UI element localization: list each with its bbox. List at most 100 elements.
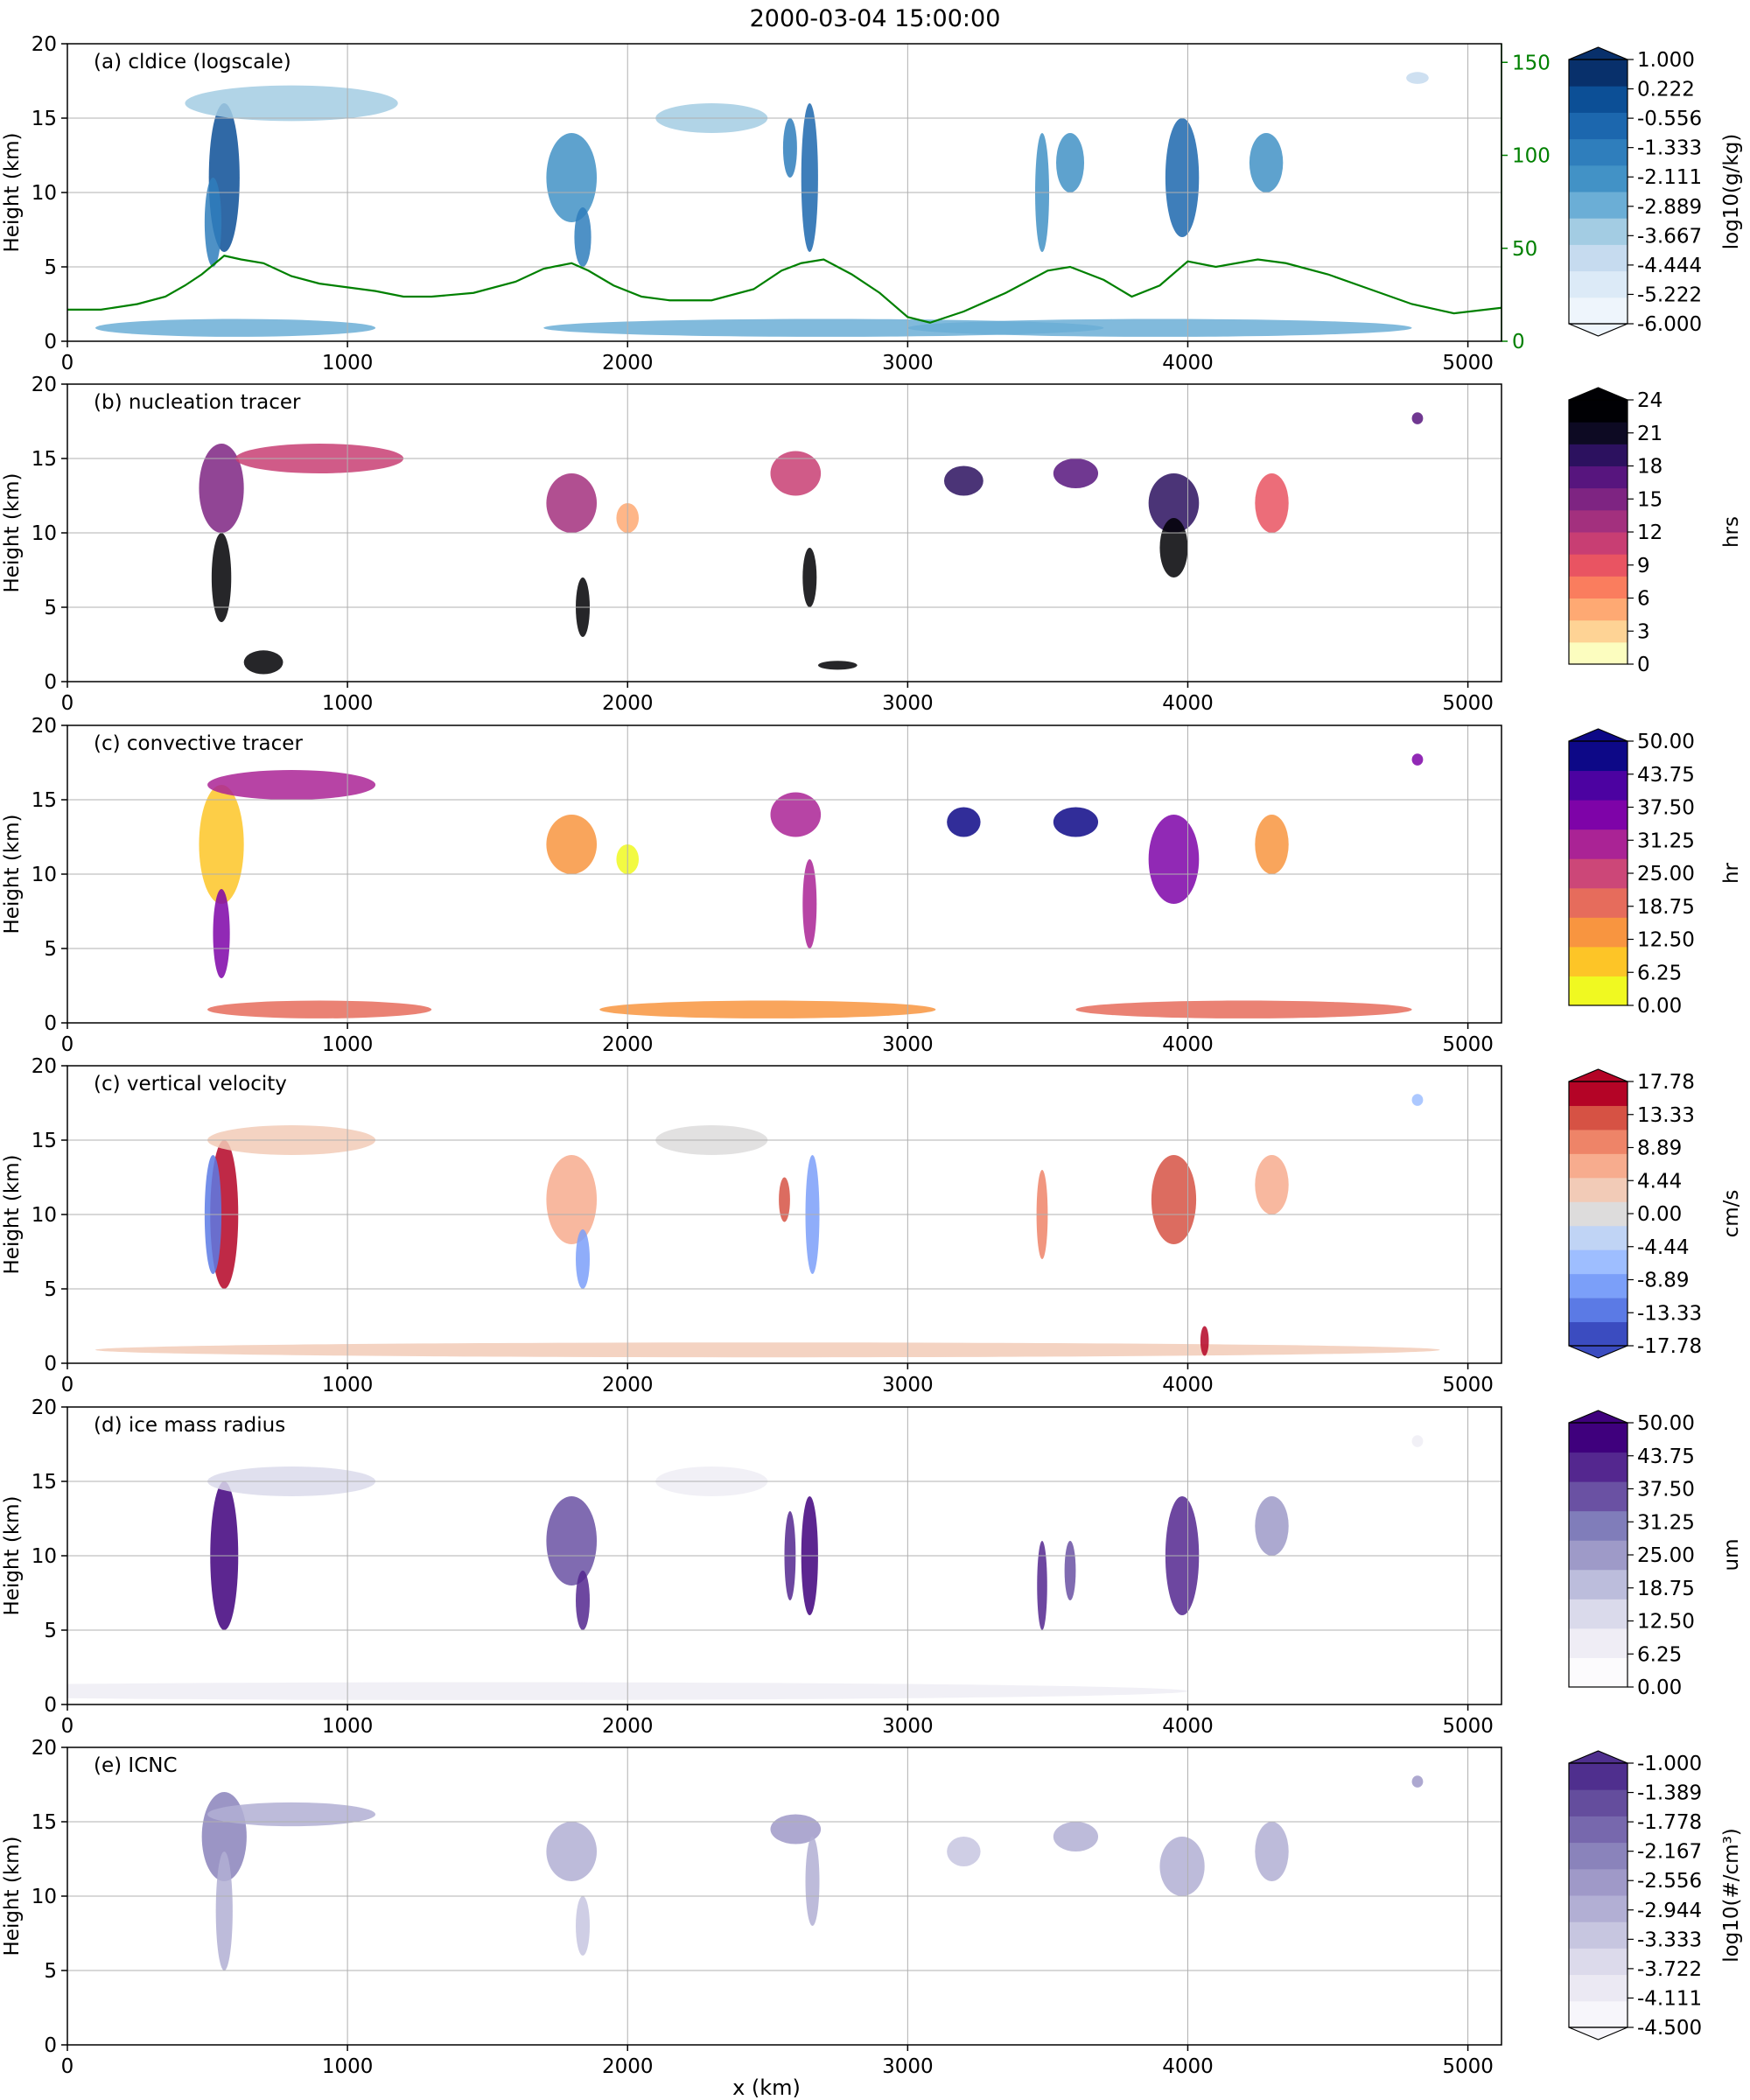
colorbar-tick-label: -8.89: [1637, 1270, 1690, 1292]
colorbar-segment: [1569, 620, 1628, 643]
colorbar-segment: [1569, 422, 1628, 444]
panel-title: (d) ice mass radius: [94, 1414, 285, 1437]
y-tick-label: 20: [32, 374, 57, 396]
colorbar: -1.000 -1.389 -1.778 -2.167 -2.556 -2.944 -3.3…: [1568, 1750, 1743, 2040]
colorbar-tick-label: 0.00: [1637, 995, 1682, 1018]
field-patch: [1159, 518, 1188, 578]
colorbar-segment: [1569, 1657, 1628, 1688]
colorbar-tick-label: 0.00: [1637, 1676, 1682, 1699]
colorbar-tick-label: 0.00: [1637, 1203, 1682, 1226]
x-tick-label: 3000: [882, 352, 934, 374]
field-patch: [1411, 1094, 1424, 1106]
x-tick-label: 3000: [882, 1033, 934, 1056]
field-patch: [1148, 815, 1200, 904]
colorbar-segment: [1569, 112, 1628, 140]
y-tick-label: 15: [32, 1811, 57, 1834]
colorbar-segment: [1569, 770, 1628, 801]
colorbar-segment: [1569, 1599, 1628, 1629]
colorbar-segment: [1569, 164, 1628, 192]
colorbar-segment: [1569, 1922, 1628, 1949]
field-patch: [1411, 753, 1424, 766]
y-tick-label: 20: [32, 1737, 57, 1760]
y-tick-label: 0: [44, 671, 57, 694]
x-tick-label: 3000: [882, 2055, 934, 2078]
colorbar-segment: [1569, 444, 1628, 466]
y-tick-label: 15: [32, 1130, 57, 1152]
colorbar-segment: [1569, 532, 1628, 555]
colorbar-tick-label: 37.50: [1637, 1479, 1695, 1502]
x-tick-label: 4000: [1162, 352, 1214, 374]
y-tick-label: 5: [44, 1278, 57, 1301]
colorbar-segment: [1569, 270, 1628, 298]
colorbar-segment: [1569, 1225, 1628, 1250]
y-tick-label: 5: [44, 597, 57, 620]
field-patch: [947, 1837, 981, 1866]
x-tick-label: 5000: [1442, 352, 1494, 374]
colorbar-tick-label: -3.333: [1637, 1928, 1702, 1951]
colorbar-tick-label: -3.667: [1637, 225, 1702, 248]
x-tick-label: 0: [61, 2055, 74, 2078]
colorbar-tick-label: 12.50: [1637, 929, 1695, 952]
colorbar-segment: [1569, 1842, 1628, 1870]
field-patch: [546, 1822, 598, 1881]
x-tick-label: 4000: [1162, 2055, 1214, 2078]
x-tick-label: 1000: [322, 1033, 374, 1056]
field-patch: [1053, 458, 1099, 488]
colorbar-segment: [1569, 829, 1628, 859]
secondary-tick-label: 50: [1512, 238, 1537, 261]
y-axis-label: Height (km): [1, 132, 24, 252]
field-patch: [1148, 473, 1200, 533]
colorbar-segment: [1569, 1273, 1628, 1298]
colorbar-tick-label: 6: [1637, 588, 1650, 611]
colorbar-frame: [1568, 1762, 1628, 2028]
field-patch: [817, 661, 858, 670]
colorbar-tick-label: 0: [1637, 654, 1650, 676]
colorbar-segment: [1569, 1481, 1628, 1512]
field-patch: [947, 807, 981, 837]
x-tick-label: 3000: [882, 692, 934, 715]
field-patch: [576, 1896, 591, 1956]
colorbar: 1.000 0.222 -0.556 -1.333 -2.111 -2.889 -3.667…: [1568, 46, 1743, 337]
y-tick-label: 10: [32, 182, 57, 205]
x-tick-label: 0: [61, 1715, 74, 1738]
field-patch: [211, 533, 232, 622]
colorbar-segment: [1569, 218, 1628, 245]
x-tick-label: 1000: [322, 2055, 374, 2078]
colorbar-extend-top: [1568, 46, 1628, 60]
colorbar-tick-label: 15: [1637, 488, 1662, 511]
panel-title: (a) cldice (logscale): [94, 51, 291, 74]
x-tick-label: 4000: [1162, 1374, 1214, 1396]
colorbar-tick-label: 31.25: [1637, 1511, 1695, 1534]
field-patch: [213, 889, 230, 978]
colorbar: 17.78 13.33 8.89 4.44 0.00 -4.44 -8.89 -13.33 -1…: [1568, 1068, 1743, 1359]
field-patch: [576, 1229, 591, 1289]
colorbar-segment: [1569, 1628, 1628, 1658]
field-layer: [199, 412, 1424, 675]
colorbar-tick-label: -1.000: [1637, 1753, 1702, 1775]
panel-e: 0 1000 2000 3000 4000 5000 0 5 10 15 20 (e) ICNC Hei…: [1, 1737, 1743, 2078]
y-tick-label: 10: [32, 522, 57, 545]
colorbar-segment: [1569, 1452, 1628, 1482]
colorbar-extend-top: [1568, 728, 1628, 742]
y-axis-label: Height (km): [1, 814, 24, 934]
field-patch: [95, 1342, 1440, 1358]
colorbar-tick-label: 4.44: [1637, 1170, 1682, 1193]
y-tick-label: 5: [44, 938, 57, 961]
y-tick-label: 0: [44, 1353, 57, 1376]
colorbar-tick-label: 43.75: [1637, 1446, 1695, 1468]
y-tick-label: 15: [32, 789, 57, 812]
colorbar-tick-label: 12: [1637, 522, 1662, 544]
colorbar-tick-label: -1.389: [1637, 1782, 1702, 1805]
colorbar-segment: [1569, 60, 1628, 87]
y-axis-label: Height (km): [1, 1154, 24, 1274]
x-tick-label: 3000: [882, 1374, 934, 1396]
colorbar-tick-label: -3.722: [1637, 1958, 1702, 1981]
colorbar-segment: [1569, 1105, 1628, 1130]
colorbar-tick-label: -0.556: [1637, 108, 1702, 130]
colorbar-segment: [1569, 598, 1628, 621]
colorbar-segment: [1569, 1948, 1628, 1976]
field-patch: [546, 133, 598, 222]
colorbar-label: hrs: [1720, 516, 1743, 548]
field-patch: [1165, 118, 1200, 237]
